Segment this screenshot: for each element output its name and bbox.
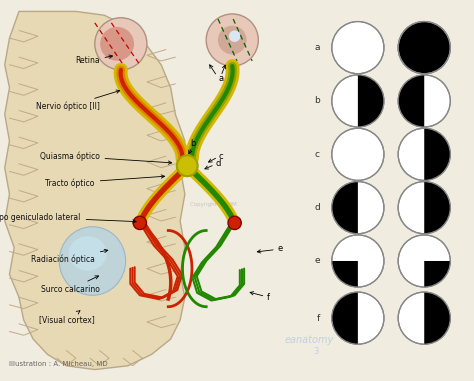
Wedge shape xyxy=(358,75,384,127)
Text: Retina: Retina xyxy=(75,55,112,66)
Circle shape xyxy=(398,182,450,234)
Circle shape xyxy=(398,75,450,127)
Text: c: c xyxy=(219,152,224,161)
Text: 3: 3 xyxy=(313,347,318,356)
Text: b: b xyxy=(314,96,320,106)
Ellipse shape xyxy=(69,236,107,271)
Text: Copyright © IMM: Copyright © IMM xyxy=(190,201,237,207)
Circle shape xyxy=(398,235,450,287)
Circle shape xyxy=(398,128,450,180)
Circle shape xyxy=(332,235,384,287)
Text: e: e xyxy=(277,244,283,253)
Ellipse shape xyxy=(59,227,126,295)
Wedge shape xyxy=(332,261,358,287)
Circle shape xyxy=(332,22,384,74)
Text: Radiación óptica: Radiación óptica xyxy=(31,249,108,264)
Text: a: a xyxy=(314,43,320,52)
Circle shape xyxy=(398,22,450,74)
Circle shape xyxy=(228,216,241,229)
Wedge shape xyxy=(332,292,358,344)
Wedge shape xyxy=(424,128,450,180)
Text: eanatomy: eanatomy xyxy=(284,335,334,345)
Circle shape xyxy=(332,128,384,180)
Circle shape xyxy=(218,26,246,54)
Text: [Visual cortex]: [Visual cortex] xyxy=(39,311,95,325)
Circle shape xyxy=(177,155,198,176)
Text: f: f xyxy=(267,293,270,303)
Text: Nervio óptico [II]: Nervio óptico [II] xyxy=(36,90,120,111)
Text: d: d xyxy=(314,203,320,212)
Text: e: e xyxy=(314,256,320,266)
Circle shape xyxy=(398,292,450,344)
Circle shape xyxy=(206,14,258,66)
Text: Tracto óptico: Tracto óptico xyxy=(46,175,164,187)
Circle shape xyxy=(100,27,134,61)
Text: a: a xyxy=(219,74,224,83)
Text: d: d xyxy=(216,159,221,168)
Wedge shape xyxy=(424,292,450,344)
Circle shape xyxy=(332,292,384,344)
Text: c: c xyxy=(315,150,320,159)
Text: Illustration : A. Micheau, MD: Illustration : A. Micheau, MD xyxy=(9,361,108,367)
Circle shape xyxy=(332,75,384,127)
Wedge shape xyxy=(332,182,358,234)
Wedge shape xyxy=(424,182,450,234)
Wedge shape xyxy=(424,261,450,287)
Text: Cuerpo geniculado lateral: Cuerpo geniculado lateral xyxy=(0,213,136,223)
Text: Surco calcarino: Surco calcarino xyxy=(41,276,100,294)
Text: b: b xyxy=(191,139,196,148)
Text: Quiasma óptico: Quiasma óptico xyxy=(40,152,172,164)
Wedge shape xyxy=(398,75,424,127)
Circle shape xyxy=(95,18,147,70)
Circle shape xyxy=(133,216,146,229)
Circle shape xyxy=(229,30,240,42)
Polygon shape xyxy=(5,11,185,370)
Circle shape xyxy=(398,22,450,74)
Circle shape xyxy=(332,182,384,234)
Text: f: f xyxy=(317,314,320,323)
